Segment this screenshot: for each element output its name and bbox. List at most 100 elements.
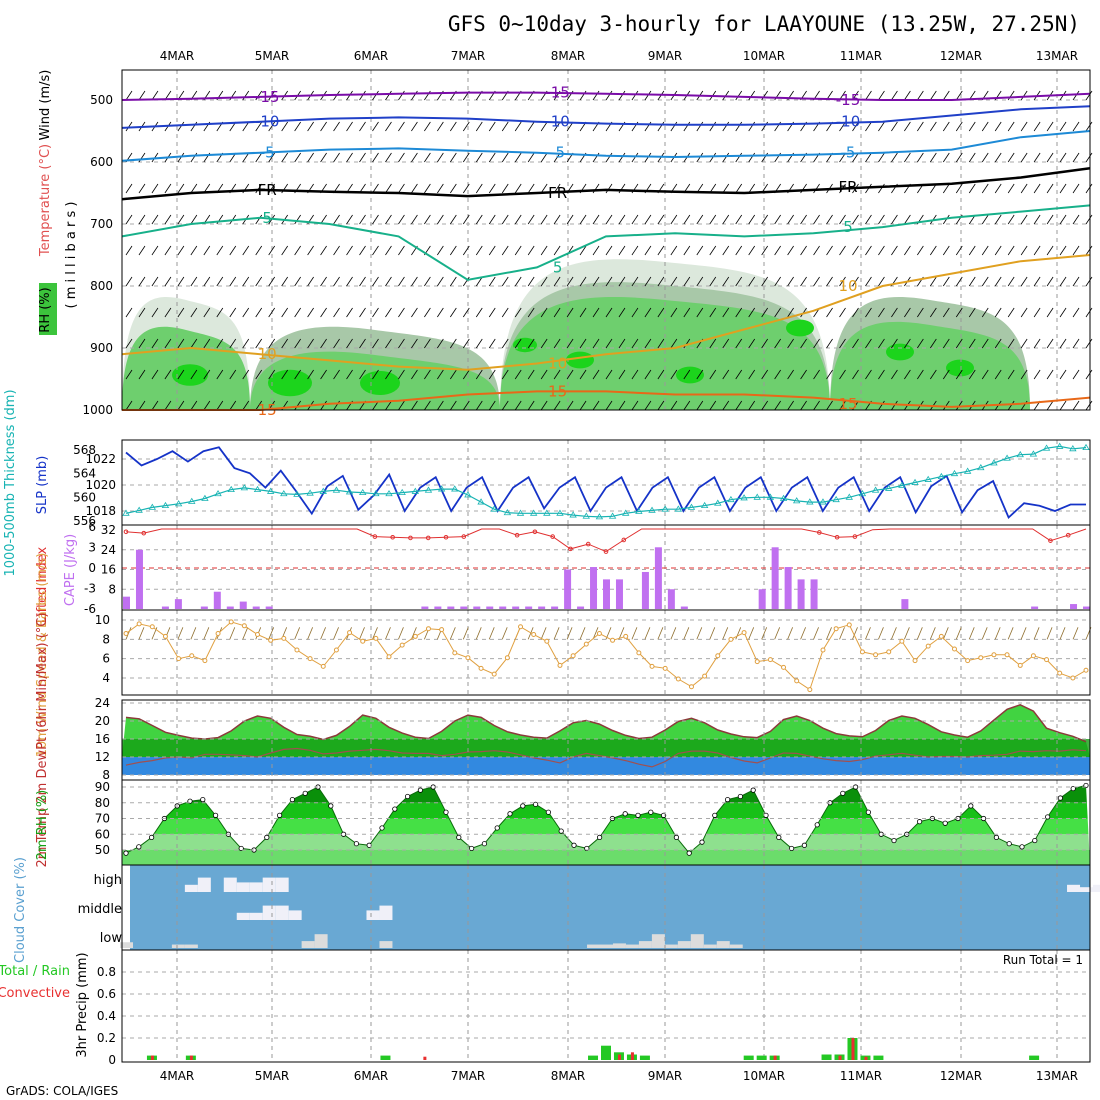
wind-barb	[1033, 214, 1041, 225]
rh-marker	[443, 809, 449, 815]
wind-barb	[385, 276, 392, 287]
rh-marker	[788, 845, 795, 852]
precip-convective-bar	[189, 1055, 193, 1060]
rh-marker	[1019, 844, 1025, 850]
cloud-bar	[664, 944, 678, 948]
wind-barb	[839, 400, 846, 411]
rh-marker	[123, 850, 129, 856]
wind-barb	[268, 183, 276, 194]
wind-barb	[904, 245, 911, 256]
wind-barb	[138, 214, 146, 225]
wind-barb	[904, 307, 911, 318]
wind-barb	[320, 276, 327, 287]
rh-marker	[456, 834, 462, 841]
wind-barb	[411, 183, 418, 194]
thickness-marker	[516, 509, 525, 516]
wind-barb	[242, 627, 249, 640]
axis-label-cloud: Cloud Cover (%)	[13, 857, 28, 963]
cape-bar	[174, 599, 182, 609]
wind-barb	[683, 627, 690, 640]
precip-convective-bar	[423, 1056, 427, 1060]
cape-bar	[473, 606, 481, 609]
wind-barb	[566, 627, 573, 640]
wind-barb	[787, 369, 794, 380]
wind-barb	[813, 369, 820, 380]
wind-barb	[1007, 214, 1015, 225]
wind-barb	[683, 400, 691, 411]
wind-speed-marker	[781, 664, 787, 670]
wind-speed-marker	[333, 647, 339, 653]
date-label-bottom: 10MAR	[743, 1069, 785, 1083]
wind-barb	[878, 183, 885, 194]
axis-label-cape: CAPE (J/kg)	[63, 534, 78, 606]
wind-barb	[190, 400, 198, 411]
wind-barb	[929, 276, 937, 287]
cape-bar	[460, 606, 468, 609]
rh-marker	[289, 796, 295, 803]
thickness-marker	[161, 501, 170, 509]
temperature-contour	[121, 204, 1091, 281]
wind-barb	[1033, 369, 1041, 380]
wind-barb	[774, 245, 781, 256]
thickness-marker	[227, 485, 235, 493]
wind-barb	[294, 152, 301, 163]
y-tick-label: 6	[88, 520, 96, 534]
contour-label: 10	[258, 345, 277, 363]
wind-barb	[981, 369, 989, 380]
wind-barb	[1007, 276, 1015, 287]
wind-barb	[540, 338, 548, 349]
wind-barb	[968, 152, 976, 163]
wind-barb	[501, 183, 509, 194]
wind-barb	[462, 121, 470, 132]
wind-barb	[242, 338, 250, 349]
wind-barb	[878, 307, 885, 318]
wind-barb	[281, 152, 289, 163]
wind-barb	[514, 121, 522, 132]
thickness-marker	[911, 478, 919, 485]
wind-barb	[475, 245, 483, 256]
wind-barb	[1072, 90, 1080, 101]
wind-barb	[878, 276, 885, 287]
wind-barb	[670, 276, 678, 287]
wind-barb	[761, 276, 769, 287]
cloud-bar	[625, 944, 639, 948]
wind-speed-marker	[452, 650, 458, 656]
wind-barb	[709, 627, 716, 640]
wind-barb	[813, 338, 820, 349]
wind-barb	[398, 245, 405, 256]
rh-marker	[404, 793, 411, 800]
rh-marker	[635, 812, 641, 818]
wind-barb	[488, 400, 496, 411]
wind-barb	[904, 214, 911, 225]
wind-barb	[683, 338, 691, 349]
wind-barb	[955, 183, 963, 194]
wind-barb	[151, 338, 159, 349]
wind-barb	[929, 627, 936, 640]
wind-barb	[514, 245, 522, 256]
wind-speed-marker	[202, 658, 208, 664]
wind-barb	[1033, 338, 1041, 349]
wind-barb	[125, 338, 133, 349]
rh-marker	[1045, 814, 1051, 820]
thickness-marker	[806, 498, 814, 505]
wind-barb	[826, 400, 833, 411]
wind-barb	[917, 369, 924, 380]
lifted-index-marker	[461, 534, 467, 539]
wind-barb	[722, 121, 730, 132]
wind-barb	[670, 214, 678, 225]
wind-barb	[501, 152, 509, 163]
cloud-bar	[677, 941, 691, 948]
wind-barb	[333, 121, 340, 132]
wind-barb	[1072, 183, 1080, 194]
wind-barb	[320, 627, 326, 640]
wind-barb	[359, 121, 366, 132]
y-tick-label: 568	[73, 443, 96, 457]
y-tick-label: 0.2	[97, 1031, 116, 1045]
cape-bar	[538, 606, 546, 609]
wind-barb	[1059, 152, 1067, 163]
lifted-index-marker	[852, 534, 858, 539]
cloud-bar	[729, 944, 743, 948]
contour-label: 5	[262, 209, 272, 227]
rh-marker	[724, 796, 731, 803]
thickness-marker	[214, 490, 222, 497]
